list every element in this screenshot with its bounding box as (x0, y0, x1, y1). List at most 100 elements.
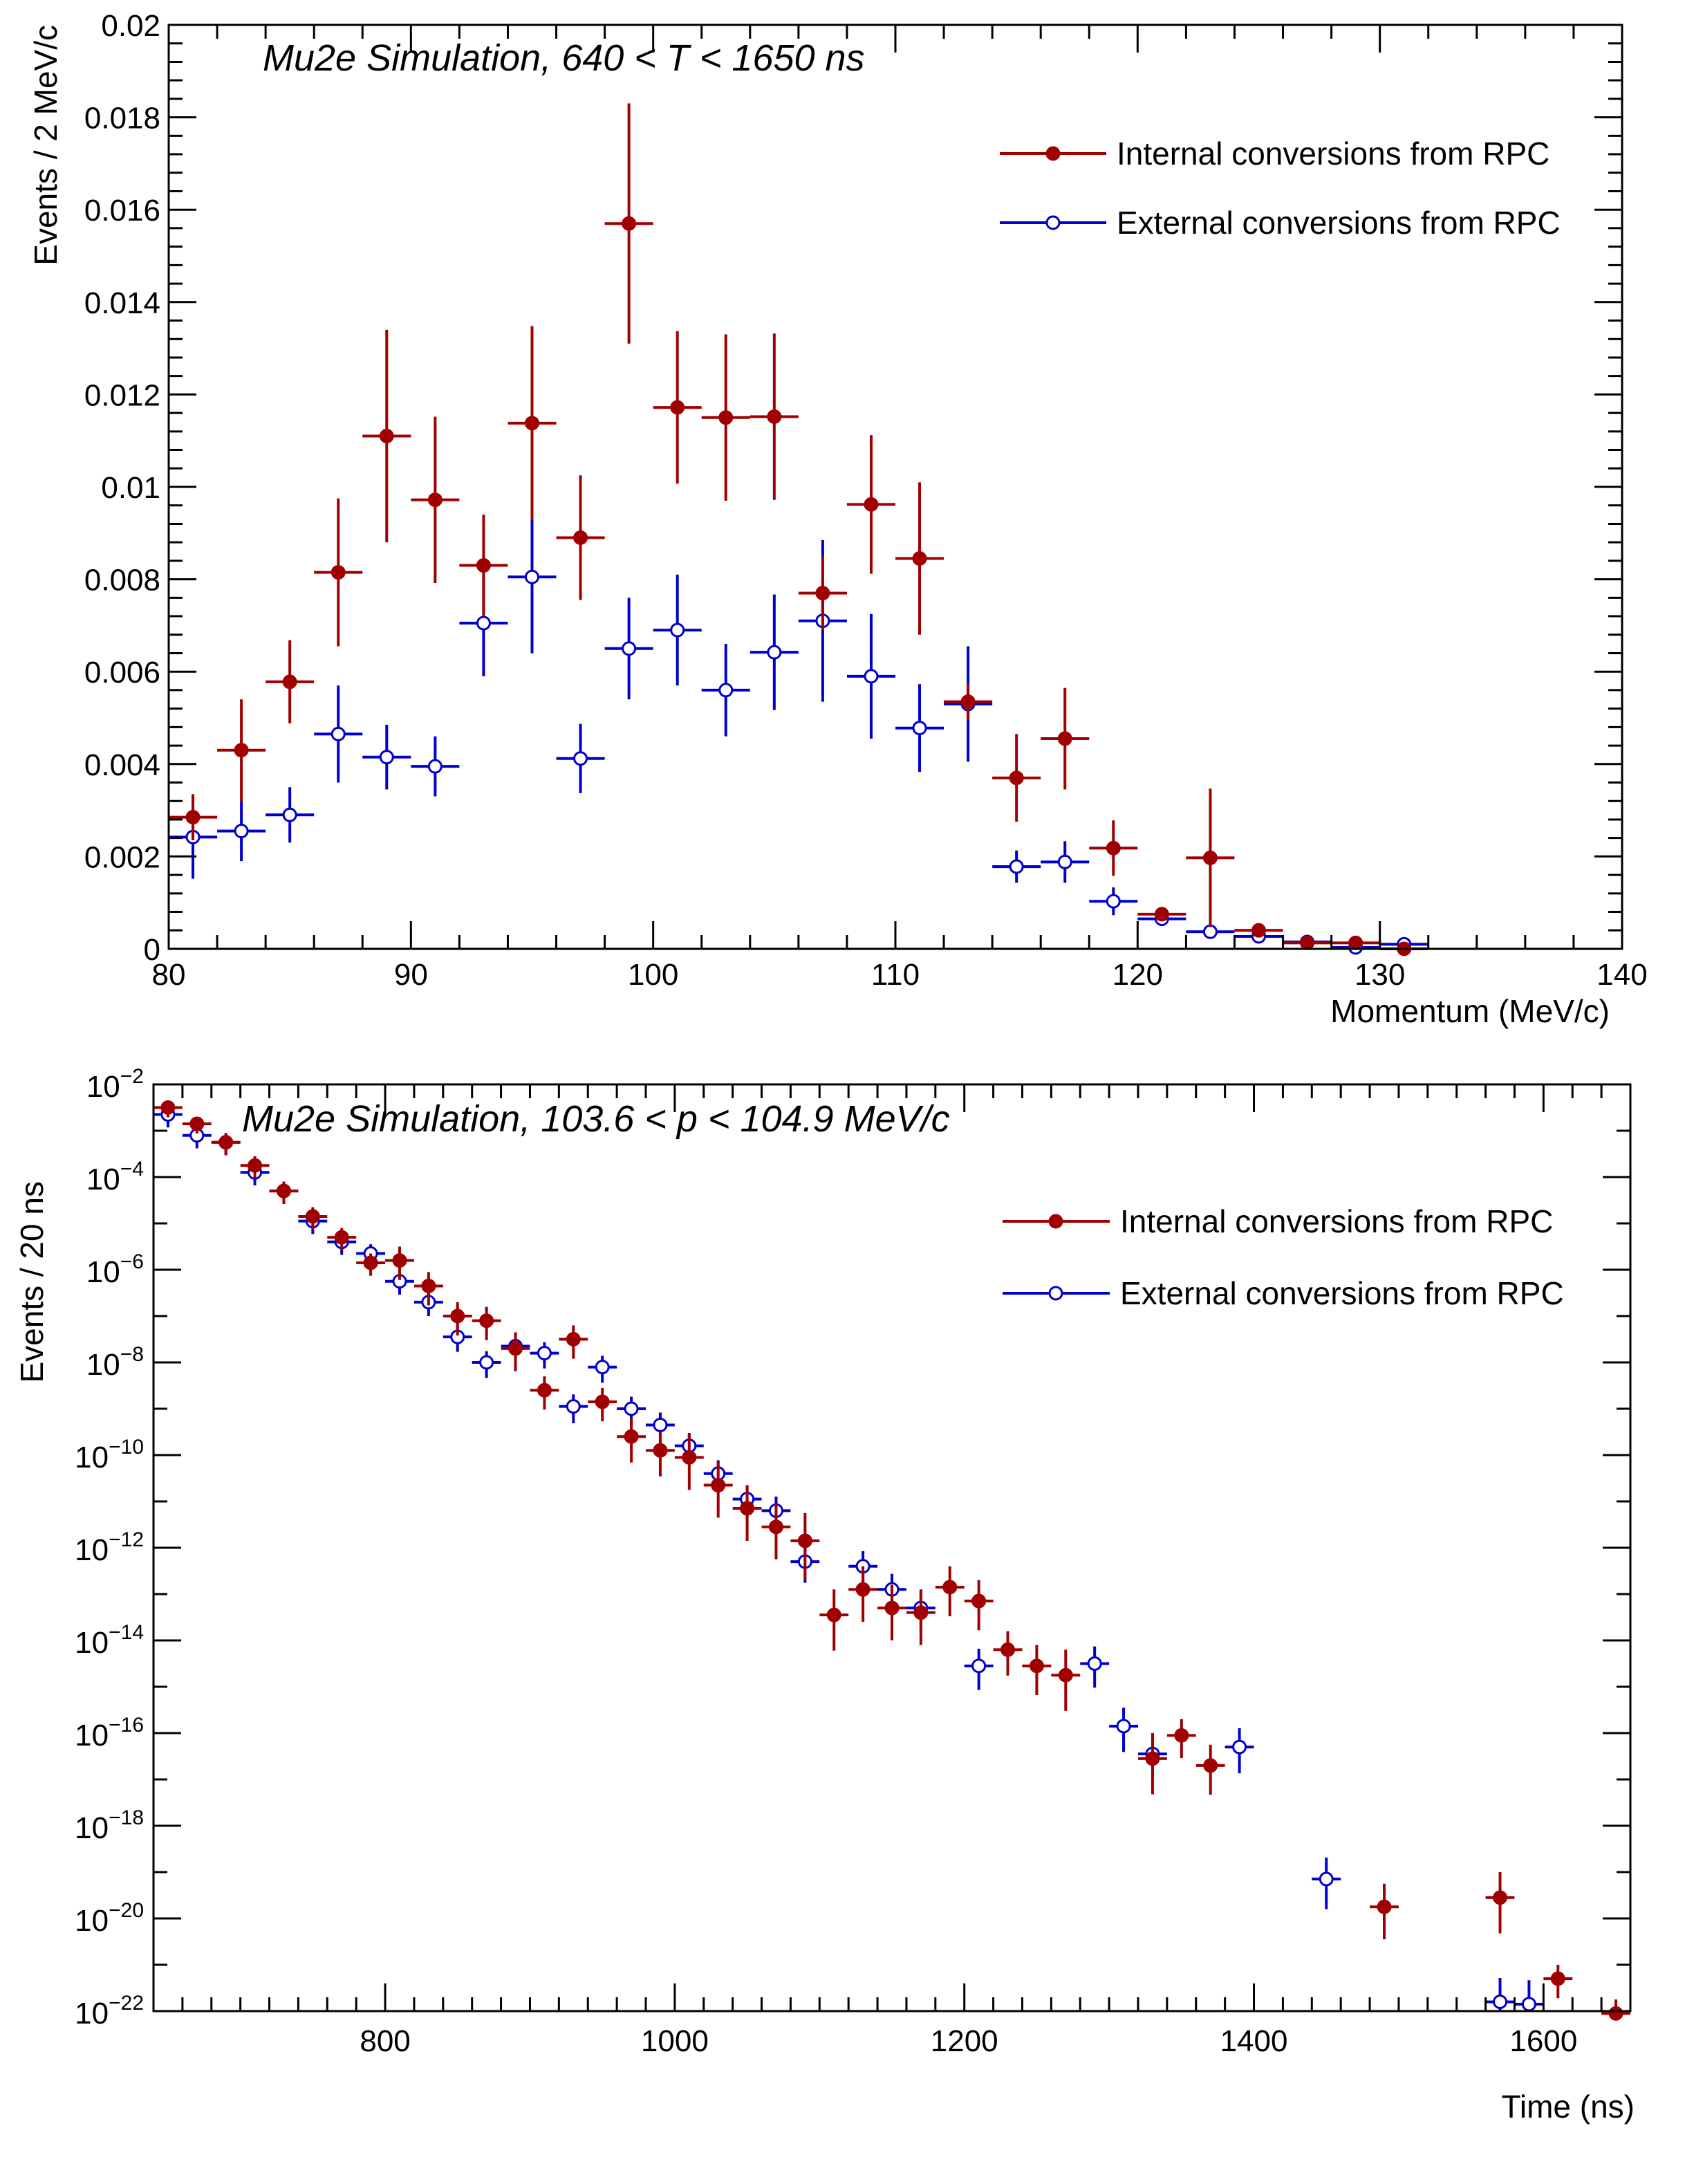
data-point (525, 569, 539, 584)
data-point (363, 1255, 378, 1270)
data-point (427, 492, 443, 508)
data-point (1029, 1658, 1044, 1674)
data-point (427, 759, 443, 774)
momentum-plot-marks (169, 103, 1428, 956)
y-tick-label: 10−16 (75, 1714, 144, 1752)
time-plot-marks (153, 1100, 1630, 2021)
data-point (913, 1605, 929, 1620)
data-point (1521, 1997, 1536, 2012)
data-point (624, 1429, 639, 1444)
data-point (653, 1443, 668, 1458)
x-tick-label: 1200 (931, 2024, 998, 2058)
data-point (421, 1278, 436, 1293)
data-point (1058, 1667, 1073, 1683)
data-point (566, 1332, 581, 1347)
data-point (334, 1230, 349, 1245)
data-point (1493, 1995, 1508, 2010)
data-point (740, 1501, 755, 1516)
data-point (1087, 1656, 1102, 1671)
y-tick-label: 10−2 (86, 1065, 144, 1104)
data-point (234, 824, 249, 839)
data-point (1154, 907, 1169, 922)
data-point (682, 1450, 697, 1465)
data-point (1300, 935, 1315, 950)
x-tick-label: 1400 (1220, 2024, 1288, 2058)
data-point (1319, 1871, 1334, 1887)
y-tick-label: 10−12 (75, 1528, 144, 1567)
data-point (595, 1360, 610, 1375)
legend-external-label: External conversions from RPC (1120, 1275, 1564, 1311)
data-point (1009, 859, 1024, 874)
data-point (1106, 840, 1121, 855)
legend-external-label: External conversions from RPC (1117, 205, 1561, 241)
data-point (670, 400, 685, 415)
data-point (971, 1658, 987, 1674)
data-point (379, 429, 394, 444)
data-point (912, 721, 927, 736)
data-point (1174, 1728, 1189, 1743)
data-point (1145, 1751, 1160, 1766)
x-tick-label: 120 (1113, 958, 1163, 992)
data-point (234, 743, 249, 758)
y-tick-label: 0.01 (101, 471, 160, 505)
y-tick-label: 10−20 (75, 1899, 144, 1938)
x-tick-label: 800 (360, 2024, 410, 2058)
time-plot-title: Mu2e Simulation, 103.6 < p < 104.9 MeV/c (242, 1098, 950, 1140)
data-point (711, 1478, 726, 1493)
data-point (282, 807, 297, 822)
legend-external-marker (1048, 1286, 1063, 1301)
y-tick-label: 0.006 (84, 656, 160, 690)
y-tick-label: 0.004 (84, 748, 160, 782)
x-tick-label: 140 (1596, 958, 1647, 992)
data-point (305, 1209, 320, 1224)
momentum-plot-axes: 80 90 100 110 120 130 140 0 0.002 0.004 0.006 0.008… (84, 9, 1648, 992)
y-tick-label: 10−8 (86, 1343, 144, 1382)
data-point (797, 1533, 812, 1548)
data-point (282, 674, 297, 690)
data-point (331, 726, 346, 741)
data-point (479, 1355, 494, 1370)
data-point (1057, 854, 1072, 869)
y-tick-label: 0.002 (84, 840, 160, 874)
y-tick-label: 0.014 (84, 286, 160, 320)
data-point (1232, 1739, 1247, 1755)
data-point (331, 565, 346, 580)
time-x-axis-title: Time (ns) (1501, 2089, 1635, 2125)
y-tick-label: 10−10 (75, 1436, 144, 1474)
series-internal-conversions-from-rpc (153, 1100, 1630, 2021)
data-point (670, 622, 685, 638)
data-point (595, 1394, 610, 1409)
data-point (653, 1417, 668, 1432)
series-internal-conversions-from-rpc (169, 103, 1428, 956)
data-point (525, 416, 539, 431)
data-point (537, 1346, 552, 1361)
data-point (1202, 850, 1218, 865)
x-tick-label: 100 (628, 958, 678, 992)
legend-internal-marker (1045, 146, 1061, 161)
data-point (1116, 1719, 1131, 1734)
data-point (1009, 770, 1024, 786)
x-tick-label: 80 (152, 958, 186, 992)
data-point (971, 1593, 987, 1609)
data-point (476, 558, 491, 573)
data-point (160, 1100, 176, 1115)
data-point (767, 645, 782, 660)
data-point (476, 616, 491, 631)
momentum-plot: 80 90 100 110 120 130 140 0 0.002 0.004 0.006 0.008… (28, 9, 1648, 1029)
data-point (537, 1382, 552, 1398)
time-y-axis-title: Events / 20 ns (14, 1181, 50, 1383)
y-tick-label: 0.008 (84, 564, 160, 598)
data-point (276, 1183, 291, 1199)
y-tick-label: 10−4 (86, 1158, 144, 1196)
data-point (392, 1253, 407, 1268)
data-point (1057, 731, 1072, 746)
data-point (1377, 1899, 1392, 1914)
data-point (1000, 1642, 1016, 1657)
y-tick-label: 10−6 (86, 1250, 144, 1289)
legend-internal-label: Internal conversions from RPC (1117, 136, 1549, 172)
data-point (1608, 2006, 1623, 2021)
data-point (573, 530, 588, 545)
data-point (718, 683, 734, 698)
legend-internal-label: Internal conversions from RPC (1120, 1203, 1553, 1239)
